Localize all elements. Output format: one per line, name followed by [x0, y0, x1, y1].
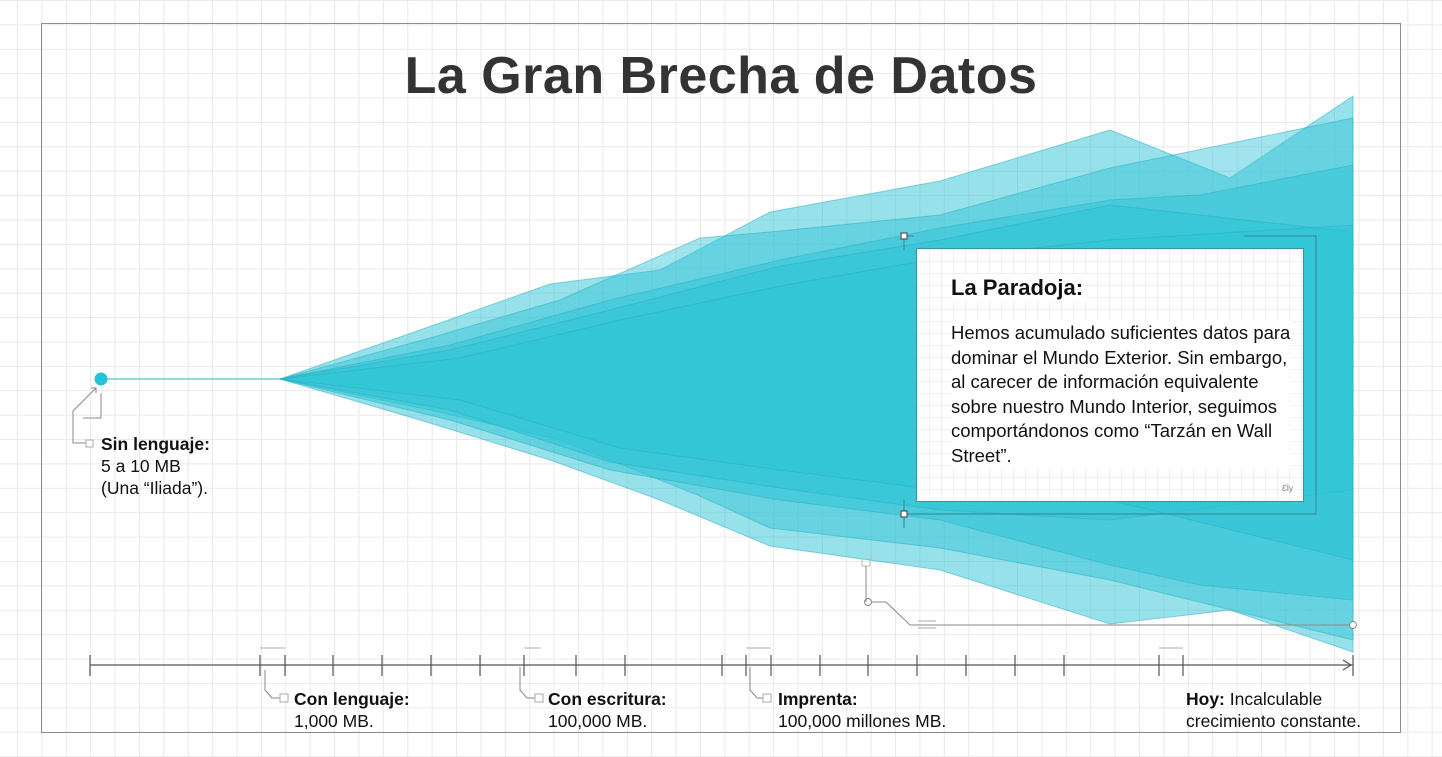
milestone-imprenta: Imprenta: 100,000 millones MB.: [778, 688, 946, 732]
milestone-heading: Sin lenguaje:: [101, 434, 210, 454]
milestone-con-escritura: Con escritura: 100,000 MB.: [548, 688, 667, 732]
milestone-note: (Una “Iliada”).: [101, 478, 208, 498]
milestone-con-lenguaje: Con lenguaje: 1,000 MB.: [294, 688, 410, 732]
paradox-callout: La Paradoja: Hemos acumulado suficientes…: [916, 248, 1304, 502]
callout-title: La Paradoja:: [951, 275, 1088, 301]
milestone-hoy: Hoy: Incalculable crecimiento constante.: [1186, 688, 1361, 732]
sin-lenguaje-connector: [72, 387, 102, 448]
milestone-heading: Hoy:: [1186, 689, 1225, 709]
milestone-heading: Con lenguaje:: [294, 689, 410, 709]
milestone-value-2: crecimiento constante.: [1186, 711, 1362, 731]
milestone-value: Incalculable: [1229, 689, 1323, 709]
callout-outline: [900, 232, 1317, 528]
milestone-value: 100,000 MB.: [548, 711, 648, 731]
milestone-value: 100,000 millones MB.: [778, 711, 947, 731]
timeline-axis: [89, 655, 1354, 676]
milestone-heading: Imprenta:: [778, 689, 858, 709]
milestone-sin-lenguaje: Sin lenguaje: 5 a 10 MB (Una “Iliada”).: [101, 433, 210, 499]
milestone-value: 1,000 MB.: [294, 711, 374, 731]
page-title: La Gran Brecha de Datos: [404, 47, 1038, 105]
callout-body: Hemos acumulado suficientes datos para d…: [951, 321, 1291, 468]
callout-mark: ƐÌу: [1281, 484, 1293, 493]
milestone-heading: Con escritura:: [548, 689, 667, 709]
origin-point-icon: [94, 372, 108, 386]
hoy-connector: [861, 558, 1357, 629]
arrow-right-icon: [1342, 659, 1353, 671]
milestone-value: 5 a 10 MB: [101, 456, 181, 476]
milestone-connectors: [264, 667, 772, 703]
diagram-frame: [41, 23, 1401, 733]
